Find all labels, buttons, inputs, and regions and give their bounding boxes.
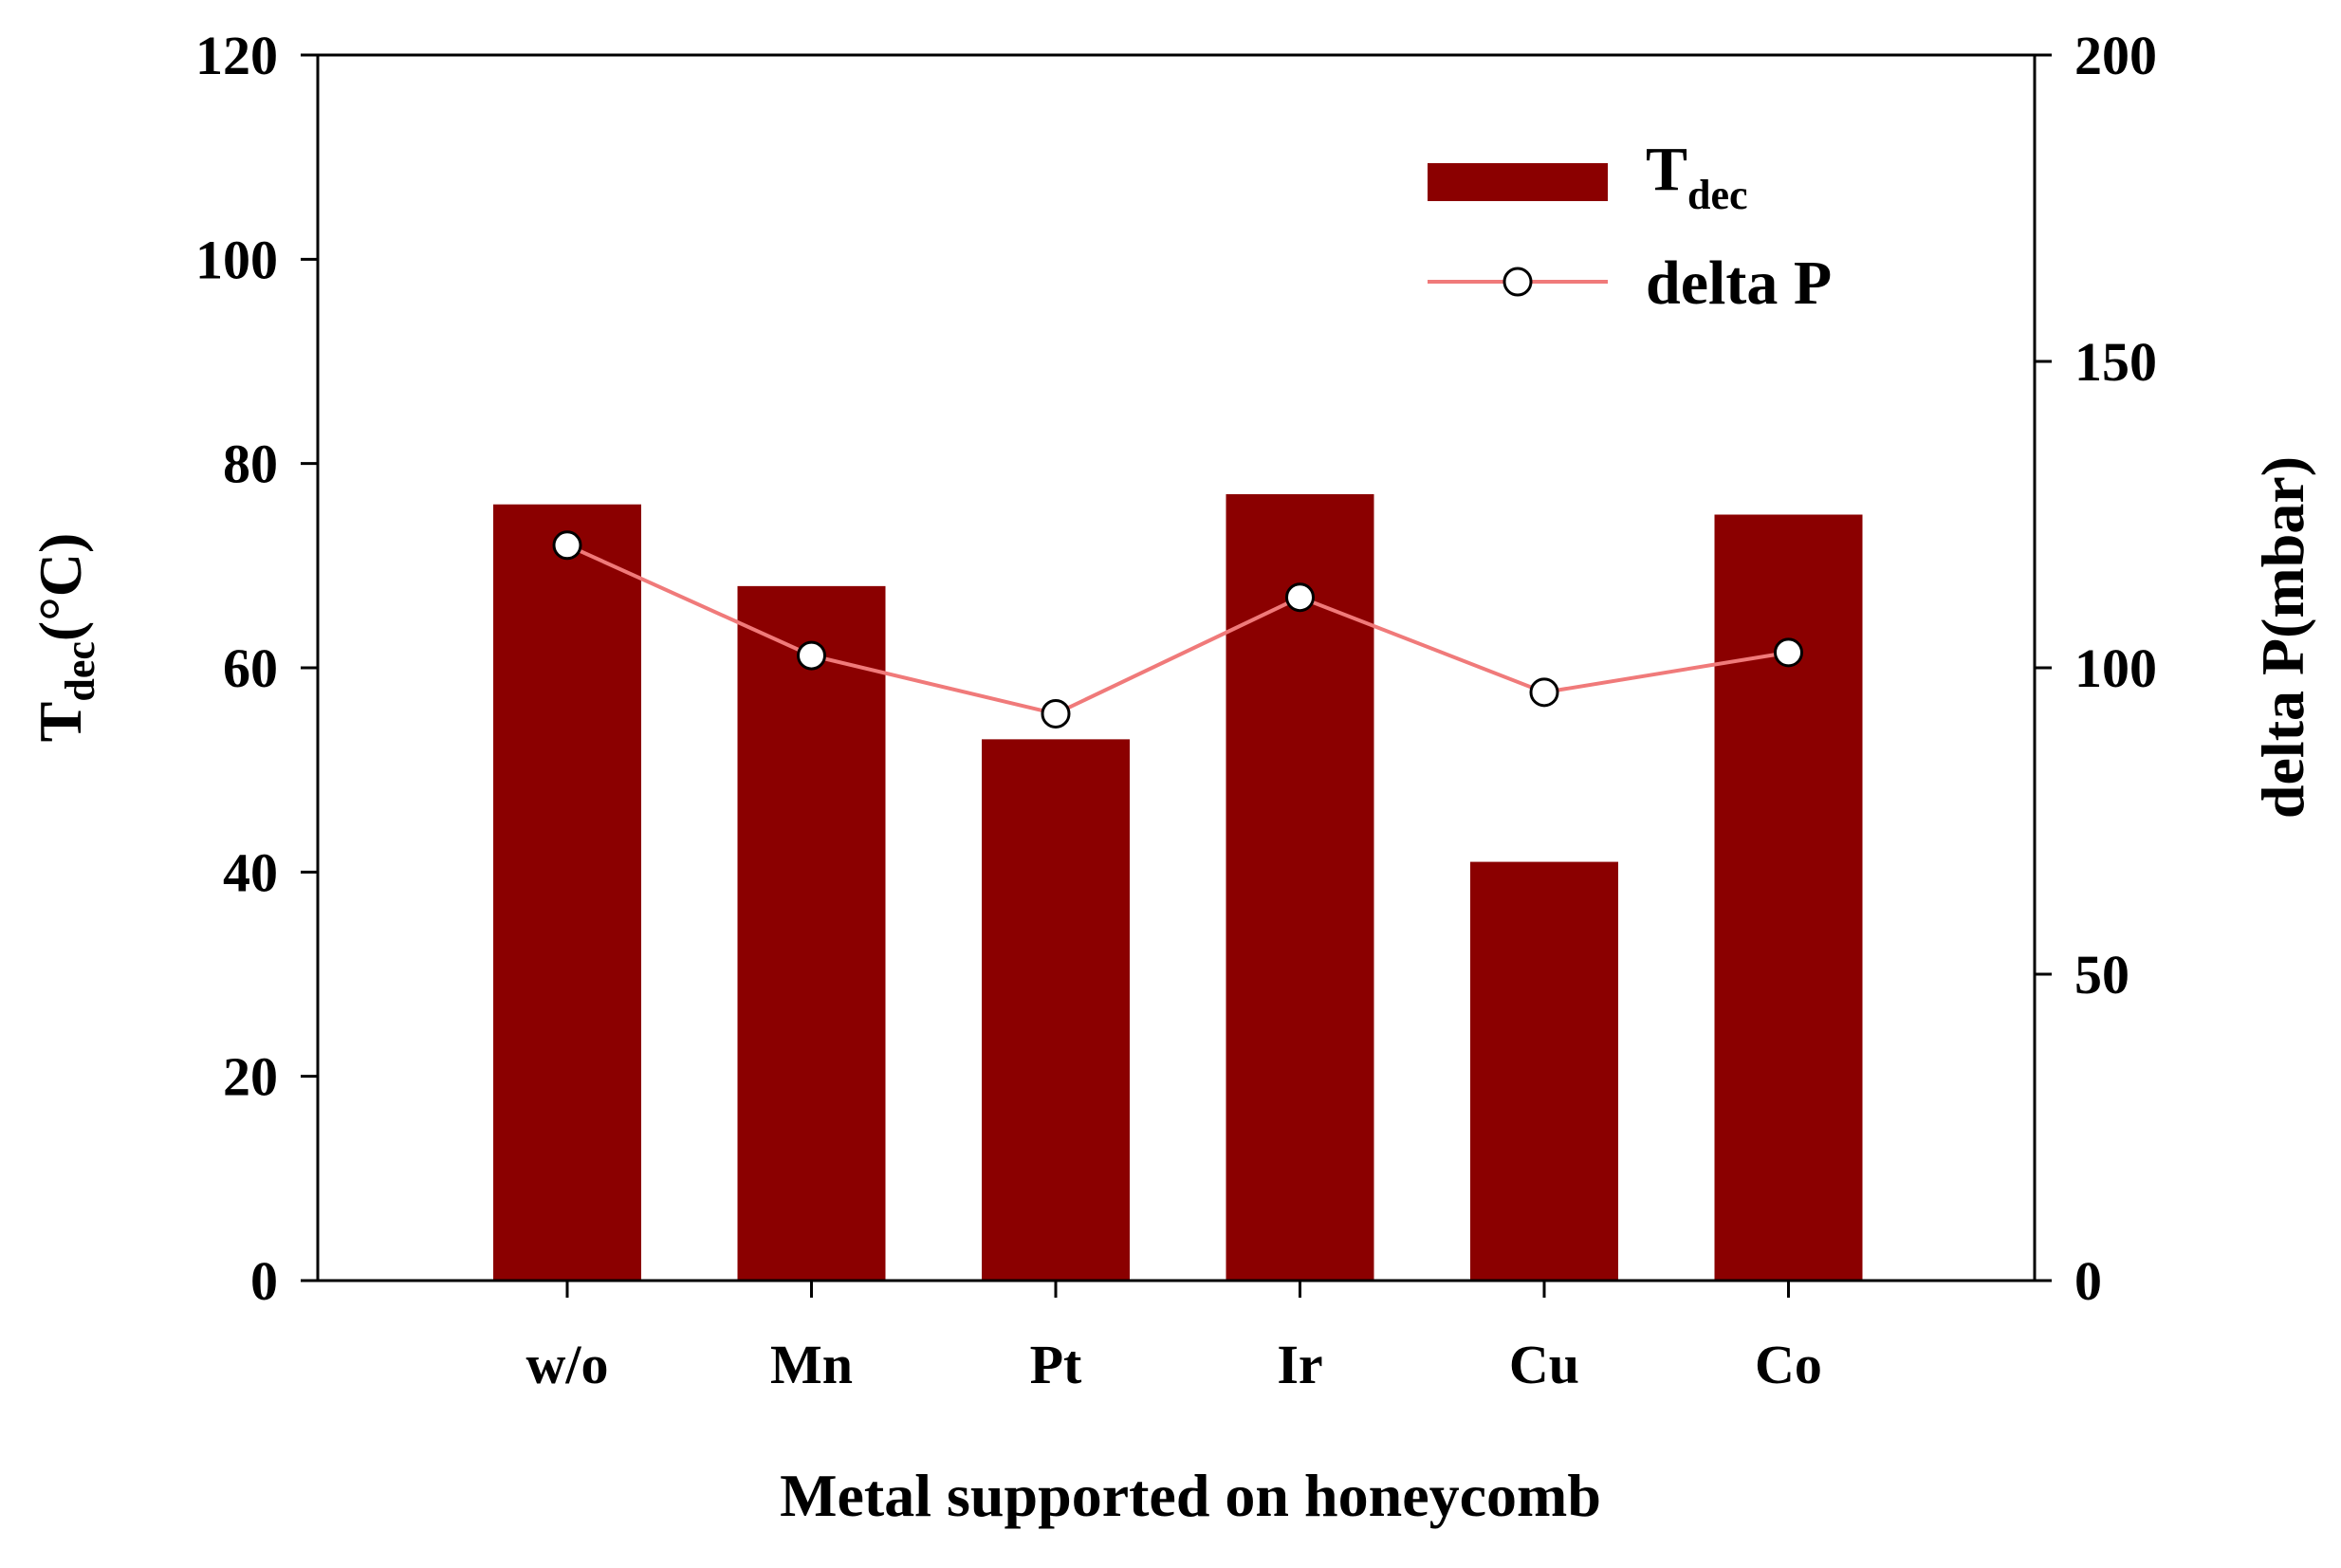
legend: Tdec delta P [1428, 135, 1832, 318]
bar-Ir [1226, 493, 1374, 1281]
y2-tick-label: 50 [2074, 944, 2129, 1005]
x-tick-label: Ir [1277, 1334, 1322, 1395]
y-tick-label: 60 [223, 637, 278, 699]
x-tick-label: Mn [770, 1334, 853, 1395]
legend-bar-label: Tdec [1646, 135, 1748, 218]
x-tick-label: Cu [1509, 1334, 1579, 1395]
y2-axis-title: delta P(mbar) [2249, 456, 2316, 819]
line-layer [552, 530, 1803, 729]
delta-p-point-Pt [1041, 698, 1071, 729]
y-tick-label: 20 [223, 1046, 278, 1108]
delta-p-point-Cu [1529, 677, 1559, 708]
y-tick-label: 100 [195, 229, 278, 290]
legend-line-marker [1502, 267, 1533, 297]
delta-p-point-w/o [552, 530, 582, 561]
delta-p-point-Co [1774, 637, 1803, 668]
y-tick-label: 80 [223, 434, 278, 495]
delta-p-point-Ir [1285, 582, 1315, 613]
bar-Mn [737, 585, 886, 1281]
axes-layer: 0 20 40 60 80 100 120 0 50 100 150 200 w/o Mn Pt Ir Cu Co [195, 25, 2157, 1395]
y-axis-title-suffix: (°C) [27, 533, 94, 641]
y2-tick-label: 150 [2074, 331, 2157, 393]
delta-p-line [566, 543, 1789, 716]
legend-bar-label-sub: dec [1687, 172, 1748, 218]
y-axis-title-main: T [27, 702, 94, 743]
y-tick-label: 0 [250, 1250, 278, 1312]
x-tick-label: Pt [1030, 1334, 1082, 1395]
y-axis-title: Tdec(°C) [27, 533, 103, 743]
legend-bar-label-main: T [1646, 135, 1687, 204]
x-tick-label: w/o [526, 1334, 609, 1395]
y-tick-label: 120 [195, 25, 278, 86]
y2-tick-label: 100 [2074, 637, 2157, 699]
x-tick-label: Co [1755, 1334, 1822, 1395]
bar-Co [1714, 514, 1863, 1281]
bar-Cu [1470, 861, 1618, 1281]
bar-w/o [493, 504, 641, 1281]
y-axis-title-sub: dec [57, 641, 103, 702]
y2-tick-label: 0 [2074, 1250, 2102, 1312]
legend-bar-swatch [1428, 163, 1608, 201]
bar-Pt [982, 739, 1130, 1281]
legend-line-label: delta P [1646, 249, 1832, 318]
bars-layer [493, 493, 1863, 1281]
delta-p-point-Mn [797, 640, 826, 671]
y2-tick-label: 200 [2074, 25, 2157, 86]
y-tick-label: 40 [223, 841, 278, 903]
x-axis-title: Metal supported on honeycomb [780, 1462, 1601, 1529]
